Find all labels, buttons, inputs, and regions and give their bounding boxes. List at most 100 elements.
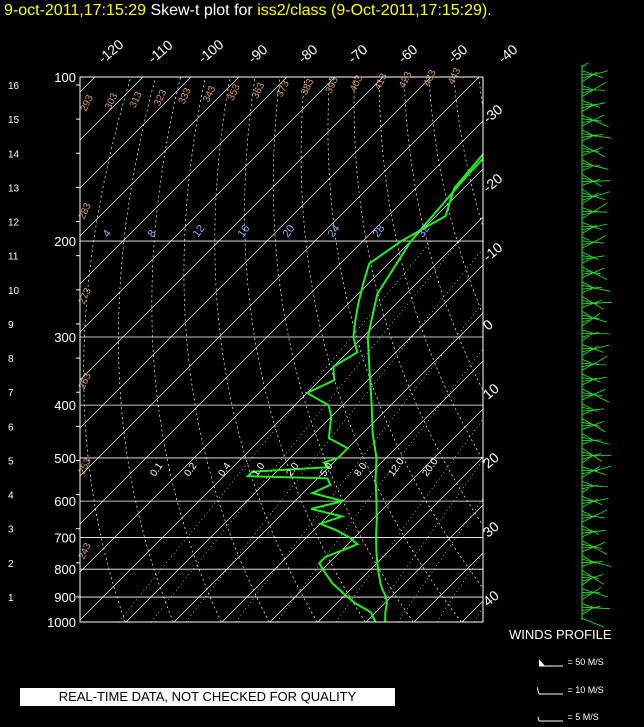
wind-barb (581, 543, 602, 549)
isotherm (558, 77, 644, 622)
isobar-grid (80, 76, 483, 623)
wind-barb (581, 593, 591, 597)
wind-barb (581, 192, 599, 205)
temperature-tick-label: -20 (480, 170, 506, 195)
wind-barb (581, 394, 594, 397)
isotherm (221, 360, 483, 622)
wind-barb (581, 453, 602, 460)
mixing-ratio-label: 2.0 (284, 461, 301, 479)
temperature-tick-label: -40 (495, 41, 521, 66)
wind-barb (581, 466, 601, 479)
isotherm (80, 77, 432, 429)
wind-barb (581, 606, 611, 610)
dry-adiabat (428, 77, 483, 316)
pressure-tick-label: 100 (54, 70, 76, 85)
theta-label: 393 (324, 75, 341, 95)
height-tick-label: 13 (8, 183, 20, 194)
dry-adiabat (578, 77, 644, 622)
axis-labels: 1002003004005006007008009001000161514131… (8, 36, 521, 630)
wind-barb (581, 577, 593, 586)
wind-barb (581, 256, 595, 264)
wind-barb (581, 573, 599, 579)
theta-label: 313 (128, 90, 145, 110)
wind-barb (581, 345, 599, 356)
wind-barb (581, 159, 594, 167)
mixing-ratio-line (473, 607, 483, 622)
wind-barb (581, 266, 608, 280)
theta-label: 433 (422, 68, 439, 88)
wind-legend-10-label: = 10 M/S (567, 685, 604, 695)
wind-barb (581, 586, 602, 601)
height-tick-label: 12 (8, 218, 20, 229)
wind-barb (581, 81, 607, 97)
dry-adiabat (478, 77, 483, 110)
wind-barb (581, 388, 606, 401)
wind-barb (581, 439, 602, 442)
theta-label: 423 (397, 70, 414, 90)
theta-label: 263 (77, 371, 94, 391)
wind-barb (581, 71, 598, 83)
wind-barb (581, 541, 606, 553)
wind-barb (581, 103, 596, 112)
theta-label: 273 (77, 286, 94, 306)
plot-frame (79, 76, 484, 623)
wind-barb (581, 286, 602, 290)
wind-barb (581, 251, 599, 260)
theta-label: 323 (152, 88, 169, 108)
wind-legend-50-label: = 50 M/S (567, 657, 604, 667)
wind-barb (581, 465, 612, 475)
mixing-ratio-line (118, 240, 432, 622)
wind-barb (581, 540, 608, 556)
theta-label: 343 (201, 84, 218, 104)
pressure-tick-label: 500 (54, 451, 76, 466)
pressure-tick-label: 900 (54, 590, 76, 605)
theta-label: 383 (299, 77, 316, 97)
wind-barb (581, 333, 610, 335)
wind-barb (581, 562, 594, 567)
wind-barb (581, 373, 601, 383)
wind-barb (581, 609, 591, 615)
isotherm (80, 77, 480, 477)
pressure-tick-label: 400 (54, 398, 76, 413)
wind-barb (581, 235, 606, 249)
wind-barb (581, 85, 591, 89)
temperature-tick-label: -10 (480, 239, 506, 264)
mixing-ratio-label: 12.0 (386, 456, 406, 479)
wind-barb (581, 498, 599, 508)
wind-barb (581, 424, 592, 427)
temperature-tick-label: -80 (295, 41, 321, 66)
isotherm (173, 312, 483, 622)
wind-barb (581, 546, 594, 549)
mixing-ratio-label: 28 (371, 223, 388, 240)
title-run-time: (9-Oct-2011,17:15:29). (331, 2, 492, 19)
height-tick-label: 16 (8, 81, 20, 92)
temperature-tick-label: -90 (245, 41, 271, 66)
wind-barb (581, 355, 608, 371)
theta-label: 283 (77, 201, 94, 221)
height-tick-label: 1 (8, 593, 14, 604)
mixing-ratio-label: 0.4 (216, 461, 233, 479)
mixing-ratio-line (397, 498, 483, 622)
wind-barb (581, 272, 592, 275)
dry-adiabat (327, 77, 483, 589)
half-barb-icon (537, 716, 563, 722)
profile-lines (245, 152, 483, 622)
height-tick-label: 2 (8, 559, 14, 570)
wind-legend-5: = 5 M/S (537, 712, 599, 723)
wind-barb (581, 499, 595, 502)
wind-barb (581, 165, 601, 168)
dry-adiabat (378, 77, 483, 461)
pressure-tick-label: 700 (54, 531, 76, 546)
height-tick-label: 10 (8, 286, 20, 297)
temperature-tick-label: -120 (95, 36, 127, 66)
theta-label: 363 (250, 81, 267, 101)
temperature-tick-label: -70 (345, 41, 371, 66)
wind-barb (581, 114, 605, 127)
isotherm (606, 77, 644, 622)
dry-adiabat (553, 77, 644, 622)
isotherm (80, 216, 483, 621)
dry-adiabat (403, 77, 483, 392)
temperature-tick-label: -50 (445, 41, 471, 66)
dry-adiabat (214, 77, 318, 622)
height-tick-label: 14 (8, 149, 20, 160)
